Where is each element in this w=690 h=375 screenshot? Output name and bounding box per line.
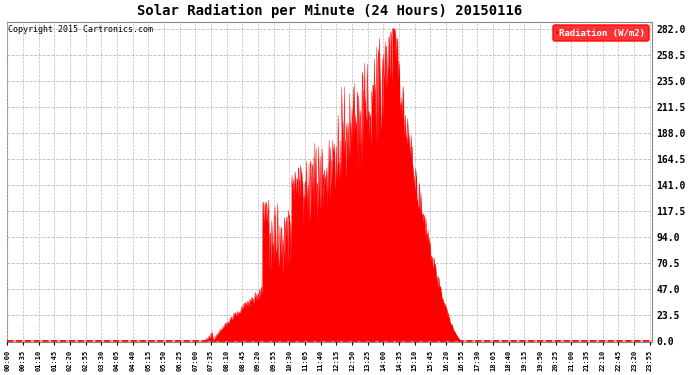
Text: Copyright 2015 Cartronics.com: Copyright 2015 Cartronics.com — [8, 26, 153, 34]
Title: Solar Radiation per Minute (24 Hours) 20150116: Solar Radiation per Minute (24 Hours) 20… — [137, 4, 522, 18]
Legend: Radiation (W/m2): Radiation (W/m2) — [553, 25, 649, 41]
